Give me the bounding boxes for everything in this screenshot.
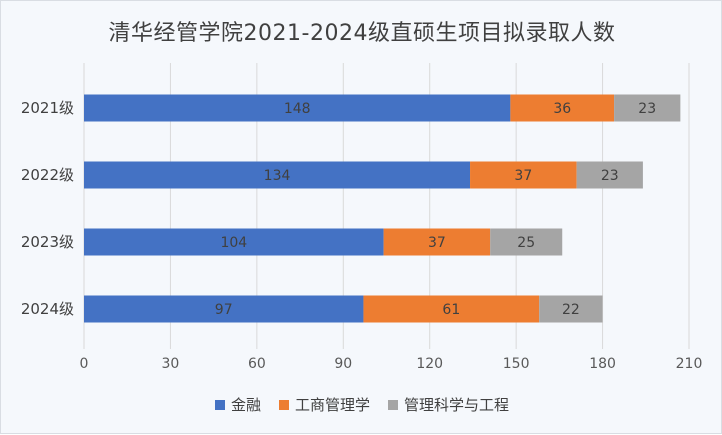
legend-swatch bbox=[278, 399, 289, 410]
legend-label: 工商管理学 bbox=[294, 396, 370, 414]
bar-segment bbox=[470, 161, 577, 189]
x-tick-label: 30 bbox=[162, 356, 180, 372]
bar-segment bbox=[510, 94, 615, 122]
data-label: 36 bbox=[553, 101, 571, 117]
data-label: 23 bbox=[601, 168, 619, 184]
bar-segment bbox=[363, 295, 540, 323]
data-label: 148 bbox=[284, 101, 311, 117]
x-tick-label: 180 bbox=[589, 356, 616, 372]
y-category-label: 2024级 bbox=[21, 300, 74, 318]
bar-segment bbox=[84, 228, 384, 256]
data-label: 23 bbox=[638, 101, 656, 117]
bar-segment bbox=[84, 295, 364, 323]
bar-segment bbox=[614, 94, 681, 122]
legend-swatch bbox=[388, 399, 398, 410]
data-label: 37 bbox=[514, 168, 532, 184]
x-tick-label: 0 bbox=[80, 356, 89, 372]
data-label: 22 bbox=[562, 302, 580, 318]
x-tick-label: 210 bbox=[676, 356, 703, 372]
x-tick-label: 90 bbox=[334, 356, 352, 372]
data-label: 61 bbox=[442, 302, 460, 318]
x-tick-label: 150 bbox=[503, 356, 530, 372]
bar-segment bbox=[84, 161, 471, 189]
bar-segment bbox=[576, 161, 643, 189]
chart-legend: 金融 工商管理学 管理科学与工程 bbox=[1, 394, 722, 415]
legend-label: 管理科学与工程 bbox=[404, 396, 510, 414]
y-category-label: 2023级 bbox=[21, 233, 74, 251]
y-category-label: 2022级 bbox=[21, 166, 74, 184]
data-label: 37 bbox=[428, 235, 446, 251]
data-label: 134 bbox=[264, 168, 291, 184]
data-label: 25 bbox=[517, 235, 535, 251]
bar-segment bbox=[383, 228, 491, 256]
x-tick-label: 120 bbox=[416, 356, 443, 372]
bar-segment bbox=[539, 295, 603, 323]
legend-label: 金融 bbox=[230, 396, 261, 414]
bar-segment bbox=[490, 228, 563, 256]
x-tick-label: 60 bbox=[248, 356, 266, 372]
legend-item: 金融 bbox=[214, 394, 261, 415]
data-label: 97 bbox=[215, 302, 233, 318]
bar-segment bbox=[84, 94, 511, 122]
chart-title: 清华经管学院2021-2024级直硕生项目拟录取人数 bbox=[108, 21, 616, 46]
legend-swatch bbox=[214, 399, 225, 410]
legend-item: 管理科学与工程 bbox=[388, 394, 509, 415]
data-label: 104 bbox=[220, 235, 247, 251]
y-category-label: 2021级 bbox=[21, 99, 74, 117]
legend-item: 工商管理学 bbox=[278, 394, 370, 415]
